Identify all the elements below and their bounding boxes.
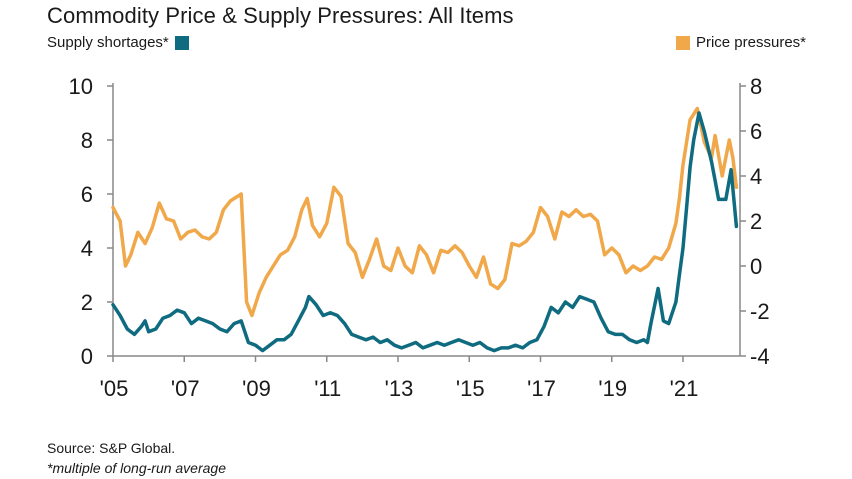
legend-supply-label: Supply shortages* <box>47 34 169 51</box>
footnote: *multiple of long-run average <box>47 460 226 476</box>
y-left-tick-label: 8 <box>81 128 93 153</box>
x-tick-label: '17 <box>527 376 556 401</box>
chart-title: Commodity Price & Supply Pressures: All … <box>47 3 514 28</box>
y-left-tick-label: 2 <box>81 290 93 315</box>
x-tick-label: '09 <box>242 376 271 401</box>
x-tick-label: '13 <box>385 376 414 401</box>
legend-price-label: Price pressures* <box>695 34 806 51</box>
x-tick-label: '07 <box>171 376 200 401</box>
y-right-tick-label: 0 <box>750 254 762 279</box>
price-pressures-line <box>111 106 739 318</box>
y-right-tick-label: -4 <box>750 344 770 369</box>
y-left-tick-label: 10 <box>69 74 93 99</box>
legend-price: Price pressures* <box>675 34 806 51</box>
y-right-tick-label: 4 <box>750 164 762 189</box>
y-right-tick-label: -2 <box>750 299 770 324</box>
source-note: Source: S&P Global. <box>47 440 176 456</box>
line-chart: 0 2 4 6 8 10 -4 -2 0 2 4 6 8 '05 '07 '09 '11 '13 '15 '17 '19… <box>69 74 770 401</box>
x-tick-label: '21 <box>670 376 699 401</box>
y-right-tick-label: 6 <box>750 119 762 144</box>
x-tick-label: '11 <box>314 376 341 401</box>
x-tick-label: '15 <box>456 376 485 401</box>
y-left-tick-label: 6 <box>81 182 93 207</box>
x-tick-label: '05 <box>100 376 129 401</box>
y-left-tick-label: 4 <box>81 236 93 261</box>
legend-supply-swatch <box>174 35 189 50</box>
legend-price-swatch <box>675 35 690 50</box>
y-right-tick-label: 8 <box>750 74 762 99</box>
y-right-tick-label: 2 <box>750 209 762 234</box>
x-tick-label: '19 <box>598 376 627 401</box>
y-left-tick-label: 0 <box>81 344 93 369</box>
legend-supply: Supply shortages* <box>47 34 189 51</box>
supply-shortages-line <box>111 111 739 353</box>
